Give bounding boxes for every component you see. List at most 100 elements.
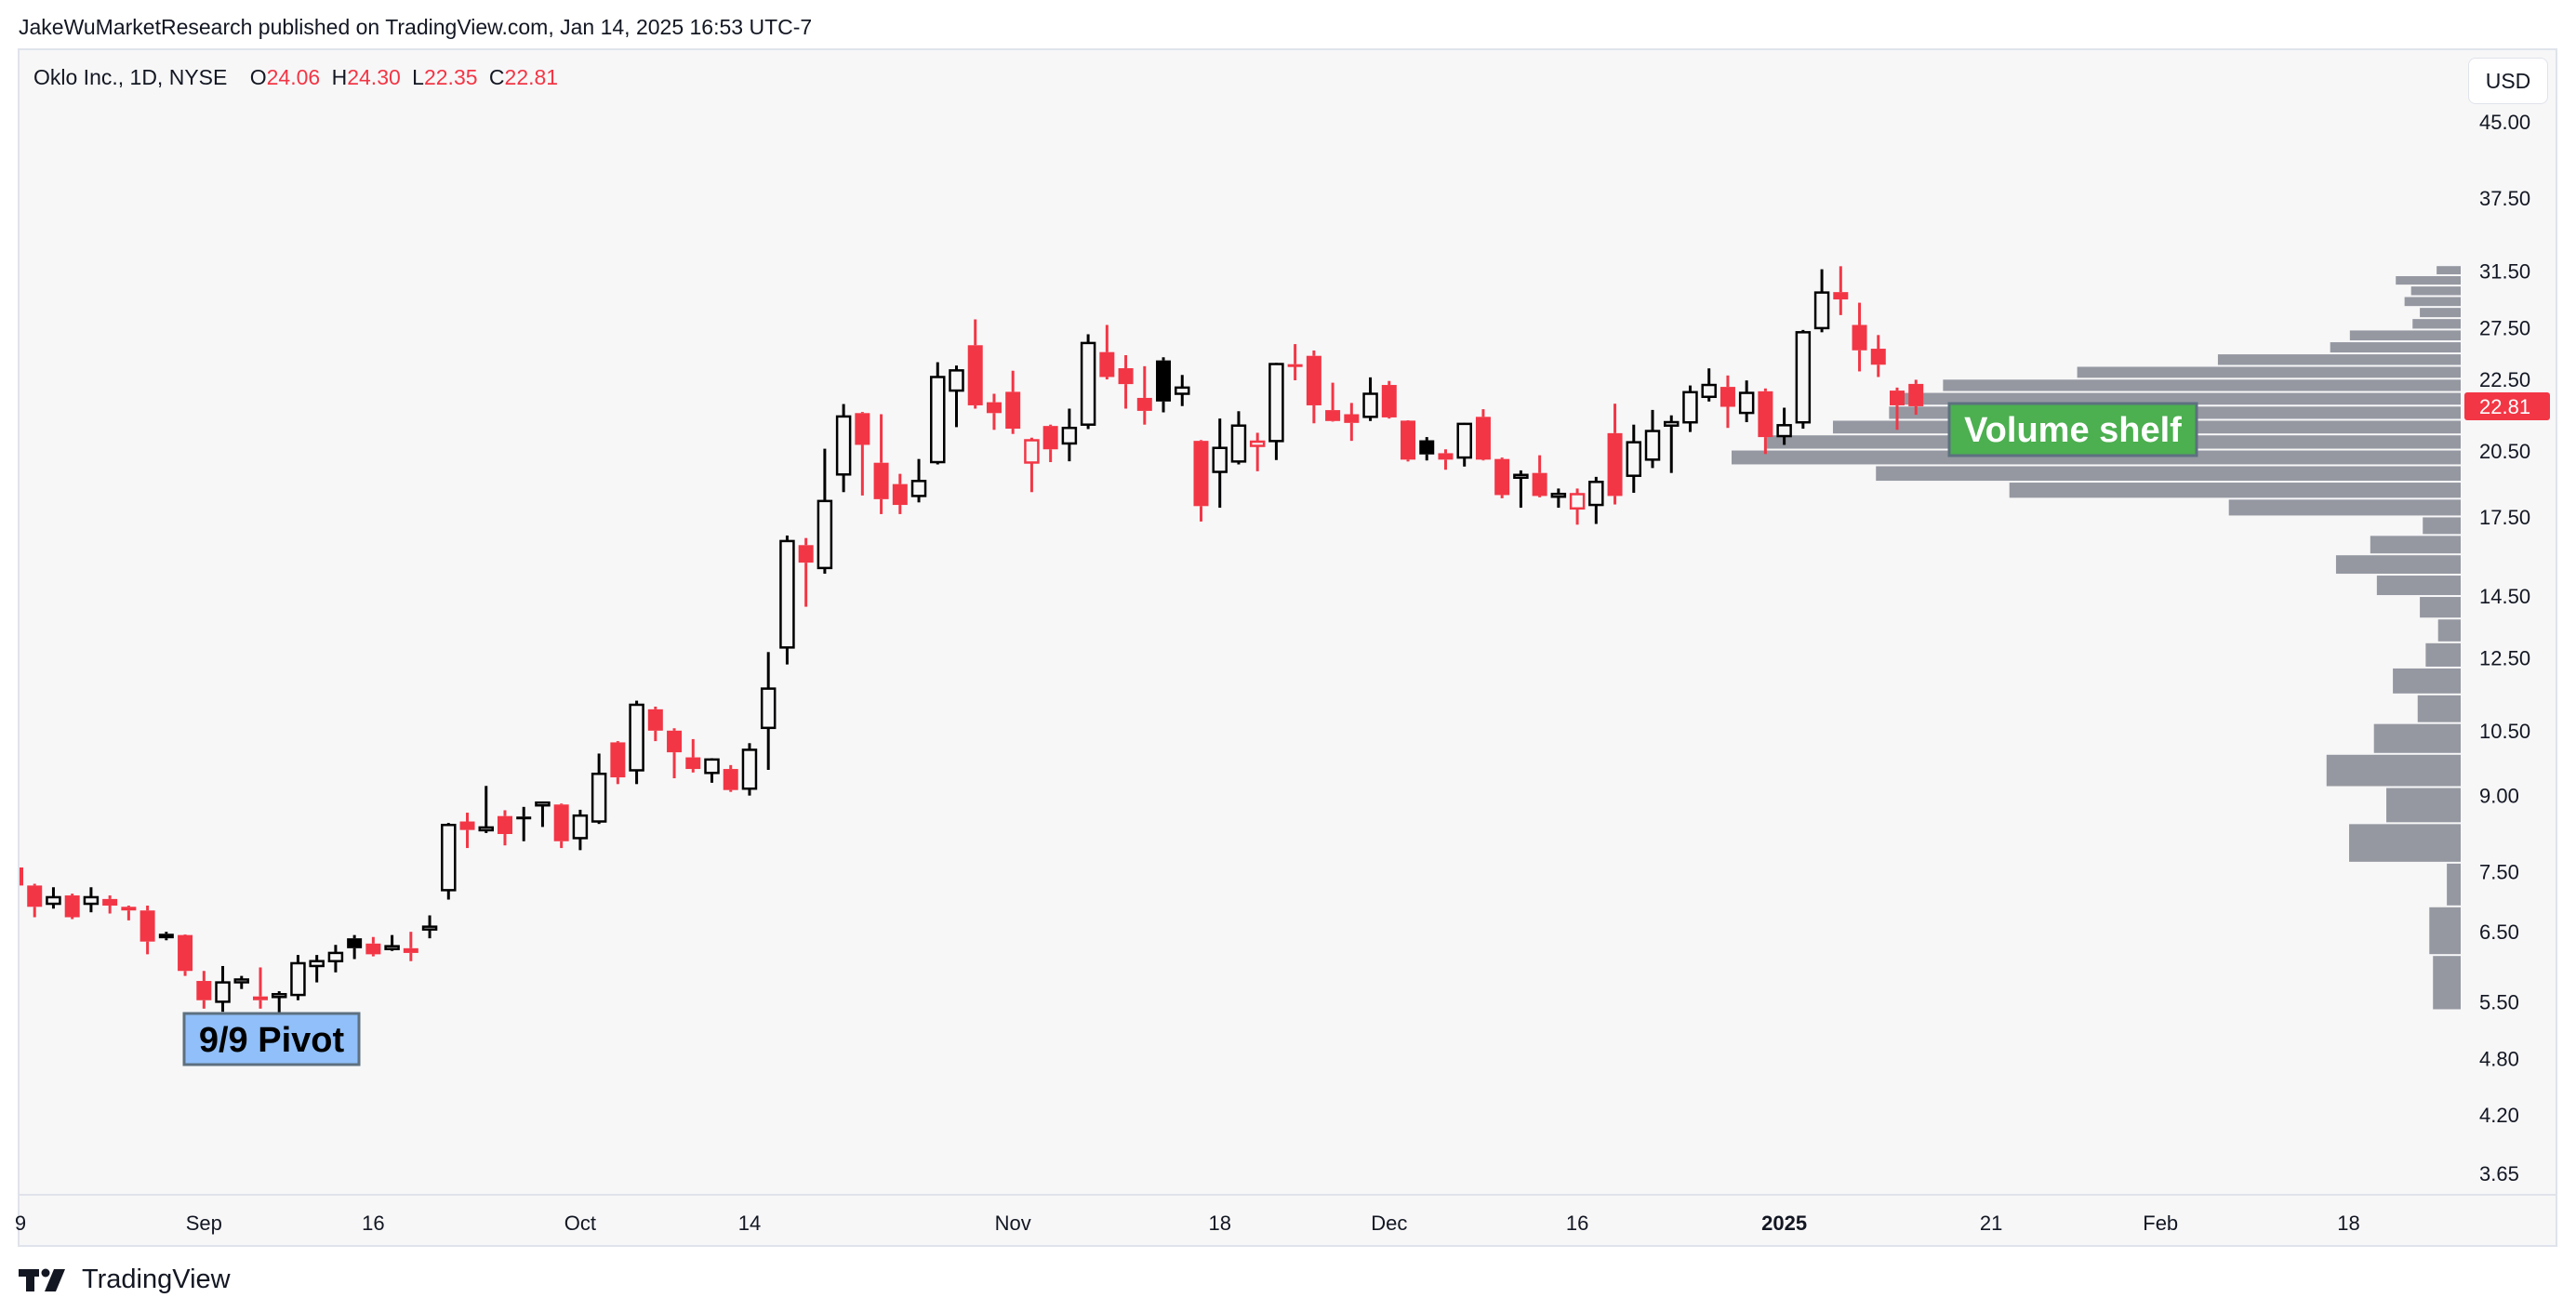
candle xyxy=(1475,409,1491,461)
candle-body xyxy=(1550,492,1567,498)
candle xyxy=(1644,409,1661,469)
price-tick-label: 7.50 xyxy=(2479,861,2519,884)
candle xyxy=(1212,418,1228,509)
candle-body xyxy=(1475,417,1491,460)
candle xyxy=(553,803,569,849)
candle xyxy=(1362,377,1378,421)
time-tick-label: 16 xyxy=(362,1212,384,1235)
candle xyxy=(704,758,720,783)
candle-body xyxy=(910,480,927,497)
candle-body xyxy=(1061,426,1078,445)
time-axis[interactable]: 9 Sep 16 Oct 14 Nov 18 Dec 16 2025 21 Feb 18 xyxy=(15,1212,2360,1235)
candle xyxy=(873,414,889,514)
candle-body xyxy=(1362,392,1378,418)
volume-profile-bar xyxy=(2437,619,2461,642)
price-tick-label: 17.50 xyxy=(2479,506,2530,529)
volume-profile-bar xyxy=(2370,536,2461,554)
candle-body xyxy=(667,730,683,753)
candle xyxy=(1550,488,1567,509)
price-axis[interactable]: 45.00 37.50 31.50 27.50 22.50 20.50 17.50 14.50… xyxy=(2479,111,2530,1185)
volume-profile-bar xyxy=(2376,576,2461,596)
candle-body xyxy=(1532,472,1547,497)
candle-body xyxy=(1005,391,1021,430)
candle xyxy=(1306,350,1321,424)
candle-body xyxy=(1344,414,1360,423)
candle-body xyxy=(215,981,231,1003)
candle-body xyxy=(347,938,363,948)
candle-body xyxy=(779,539,795,649)
volume-profile-bar xyxy=(2373,723,2461,753)
candle-body xyxy=(1663,420,1680,427)
candle-body xyxy=(384,945,400,950)
time-tick-label: 9 xyxy=(15,1212,26,1235)
candle xyxy=(1890,387,1905,430)
last-price-label: 22.81 xyxy=(2479,395,2530,418)
candle-body xyxy=(1118,368,1134,385)
candle xyxy=(1438,449,1454,470)
candle xyxy=(647,707,663,742)
volume-shelf-annotation[interactable]: Volume shelf xyxy=(1947,402,2198,457)
candle xyxy=(1193,440,1209,522)
candle xyxy=(1833,266,1849,315)
candle-body xyxy=(1306,355,1321,405)
currency-button[interactable]: USD xyxy=(2468,58,2548,104)
candle xyxy=(629,700,644,785)
candle xyxy=(252,967,268,1009)
candle xyxy=(102,895,118,914)
candle xyxy=(1513,470,1529,509)
price-tick-label: 31.50 xyxy=(2479,260,2530,284)
volume-profile-bar xyxy=(1903,392,2461,405)
candle xyxy=(1419,437,1435,461)
close-label: C xyxy=(488,65,505,89)
candle xyxy=(535,801,551,828)
price-tick-label: 22.50 xyxy=(2479,368,2530,391)
volume-profile-bar xyxy=(1876,466,2461,482)
volume-profile-bar xyxy=(2217,354,2461,365)
candle xyxy=(215,965,231,1013)
candle xyxy=(459,813,475,849)
price-tick-label: 4.80 xyxy=(2479,1048,2519,1071)
candle-body xyxy=(309,960,325,968)
candle xyxy=(1795,329,1812,430)
candle xyxy=(403,932,418,961)
candle-body xyxy=(1080,341,1096,426)
candle-body xyxy=(1588,481,1604,507)
time-tick-label: 16 xyxy=(1566,1212,1588,1235)
candle xyxy=(1607,404,1623,505)
volume-profile-bar xyxy=(2420,308,2461,318)
candle xyxy=(741,743,758,796)
candle-body xyxy=(1870,349,1886,365)
candle xyxy=(779,535,795,665)
candle-body xyxy=(290,961,306,997)
pivot-annotation[interactable]: 9/9 Pivot xyxy=(182,1012,361,1066)
candle xyxy=(986,393,1002,430)
candle-body xyxy=(64,895,80,918)
candle xyxy=(158,932,174,941)
candle-body xyxy=(1569,493,1586,510)
candle xyxy=(1758,388,1773,455)
candle xyxy=(1401,419,1416,462)
volume-profile-bar xyxy=(2396,276,2461,285)
candle-body xyxy=(591,773,607,823)
candle-body xyxy=(949,369,964,392)
price-tick-label: 9.00 xyxy=(2479,785,2519,808)
candle-body xyxy=(158,934,174,939)
candle xyxy=(685,738,701,773)
volume-profile-bar xyxy=(2447,863,2461,906)
brand-name: TradingView xyxy=(82,1265,231,1294)
candle xyxy=(327,945,344,973)
time-tick-label: 2025 xyxy=(1761,1212,1807,1235)
candle-body xyxy=(1024,439,1040,464)
candle xyxy=(1456,422,1472,467)
tradingview-brand[interactable]: TradingView xyxy=(19,1265,231,1295)
candle-body xyxy=(497,815,512,835)
candle-body xyxy=(1890,391,1905,405)
symbol-legend: Oklo Inc., 1D, NYSE O24.06 H24.30 L22.35… xyxy=(33,65,558,90)
volume-profile-bar xyxy=(2410,286,2461,296)
candle xyxy=(1813,269,1830,333)
volume-profile-bar xyxy=(2437,266,2461,275)
candle xyxy=(1249,432,1266,471)
candle xyxy=(1005,370,1021,434)
chart-panel xyxy=(18,48,2557,1247)
